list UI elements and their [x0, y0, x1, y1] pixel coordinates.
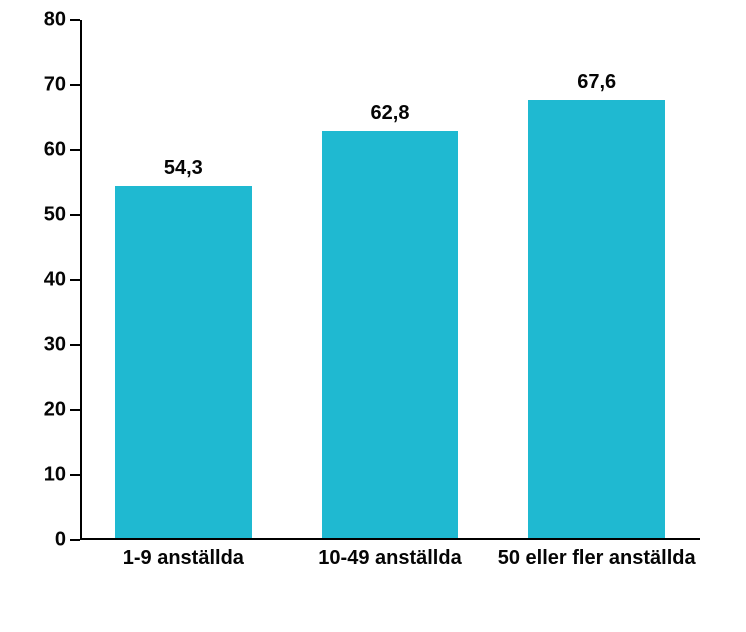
y-tick-label: 50	[44, 204, 80, 227]
bar: 67,6	[528, 100, 664, 538]
x-axis-labels: 1-9 anställda10-49 anställda50 eller fle…	[80, 546, 700, 571]
y-tick-label: 10	[44, 464, 80, 487]
y-tick-label: 0	[55, 529, 80, 552]
bar: 62,8	[322, 131, 458, 538]
y-tick-label: 60	[44, 139, 80, 162]
y-tick-label: 20	[44, 399, 80, 422]
bar: 54,3	[115, 186, 251, 538]
bars-container: 54,3 62,8 67,6	[80, 20, 700, 538]
y-tick-label: 80	[44, 9, 80, 32]
plot-area: 54,362,867,6 01020304050607080	[80, 20, 700, 540]
bar-value-label: 54,3	[164, 157, 203, 186]
bar-chart: 54,3 62,8 67,6 0 10 20 30 40 50 60 70 80 1-9 anstä…	[0, 0, 746, 632]
y-tick-label: 30	[44, 334, 80, 357]
x-axis-line	[80, 538, 700, 540]
x-tick-label: 50 eller fler anställda	[493, 546, 700, 571]
x-tick-label: 1-9 anställda	[80, 546, 287, 571]
bar-slot: 54,3	[80, 20, 287, 538]
bar-slot: 67,6	[493, 20, 700, 538]
bar-slot: 62,8	[287, 20, 494, 538]
y-tick-label: 70	[44, 74, 80, 97]
bar-value-label: 67,6	[577, 71, 616, 100]
y-tick-label: 40	[44, 269, 80, 292]
x-tick-label: 10-49 anställda	[287, 546, 494, 571]
bar-value-label: 62,8	[371, 102, 410, 131]
